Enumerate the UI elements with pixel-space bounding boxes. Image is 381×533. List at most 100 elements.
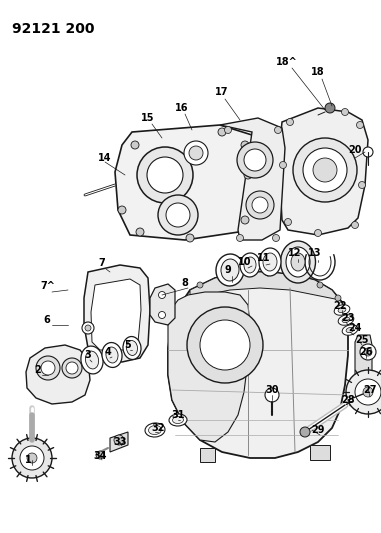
Circle shape [66, 362, 78, 374]
Circle shape [20, 446, 44, 470]
Circle shape [241, 141, 249, 149]
Circle shape [158, 311, 165, 319]
Ellipse shape [291, 253, 305, 271]
Ellipse shape [334, 305, 350, 315]
Circle shape [335, 295, 341, 301]
Text: 20: 20 [348, 145, 362, 155]
Text: 22: 22 [333, 301, 347, 311]
Polygon shape [91, 279, 141, 350]
Ellipse shape [126, 341, 138, 356]
Circle shape [241, 216, 249, 224]
Circle shape [244, 171, 252, 179]
Circle shape [363, 147, 373, 157]
Circle shape [280, 161, 287, 168]
Circle shape [158, 292, 165, 298]
Text: 28: 28 [341, 395, 355, 405]
Circle shape [96, 451, 104, 459]
Circle shape [285, 219, 291, 225]
Polygon shape [355, 335, 372, 382]
Circle shape [186, 234, 194, 242]
Circle shape [187, 307, 263, 383]
Circle shape [237, 142, 273, 178]
Polygon shape [150, 284, 175, 325]
Circle shape [82, 322, 94, 334]
Circle shape [147, 157, 183, 193]
Ellipse shape [149, 425, 162, 434]
Polygon shape [115, 125, 258, 240]
Ellipse shape [338, 315, 354, 325]
Circle shape [166, 203, 190, 227]
Circle shape [274, 126, 282, 133]
Polygon shape [280, 108, 368, 235]
Text: 7: 7 [99, 258, 106, 268]
Polygon shape [84, 265, 150, 362]
Text: 31: 31 [171, 410, 185, 420]
Text: 10: 10 [238, 257, 252, 267]
Text: 30: 30 [265, 385, 279, 395]
Text: 12: 12 [288, 248, 302, 258]
Polygon shape [26, 345, 90, 404]
Text: 26: 26 [359, 347, 373, 357]
Circle shape [313, 158, 337, 182]
Circle shape [12, 438, 52, 478]
Text: 6: 6 [44, 315, 50, 325]
Ellipse shape [240, 253, 260, 277]
Circle shape [41, 361, 55, 375]
Circle shape [357, 122, 363, 128]
Ellipse shape [244, 257, 256, 273]
Circle shape [300, 427, 310, 437]
Polygon shape [168, 272, 348, 458]
Ellipse shape [286, 247, 310, 277]
Circle shape [62, 358, 82, 378]
Text: 11: 11 [257, 253, 271, 263]
Text: 14: 14 [98, 153, 112, 163]
Text: 24: 24 [348, 323, 362, 333]
Circle shape [364, 348, 372, 356]
Circle shape [184, 141, 208, 165]
Circle shape [317, 282, 323, 288]
Circle shape [136, 228, 144, 236]
Text: 13: 13 [308, 248, 322, 258]
Circle shape [118, 206, 126, 214]
Text: 27: 27 [363, 385, 377, 395]
Ellipse shape [145, 423, 165, 437]
Ellipse shape [123, 336, 141, 359]
Ellipse shape [81, 346, 103, 374]
Circle shape [352, 222, 359, 229]
Text: 33: 33 [113, 437, 127, 447]
Circle shape [85, 325, 91, 331]
Circle shape [292, 275, 298, 281]
Circle shape [360, 344, 376, 360]
Circle shape [137, 147, 193, 203]
Circle shape [36, 356, 60, 380]
Polygon shape [220, 118, 285, 240]
Circle shape [293, 138, 357, 202]
Polygon shape [190, 272, 340, 300]
Text: 34: 34 [93, 451, 107, 461]
Ellipse shape [280, 241, 315, 283]
Circle shape [314, 230, 322, 237]
Ellipse shape [106, 347, 118, 363]
Text: 1: 1 [25, 455, 31, 465]
Text: 18^: 18^ [276, 57, 298, 67]
Circle shape [325, 103, 335, 113]
Circle shape [346, 370, 381, 414]
Circle shape [197, 282, 203, 288]
Circle shape [237, 235, 243, 241]
Text: 23: 23 [341, 313, 355, 323]
Text: 3: 3 [85, 350, 91, 360]
Circle shape [265, 270, 271, 276]
Text: 25: 25 [355, 335, 369, 345]
Text: 2: 2 [35, 365, 42, 375]
Polygon shape [200, 448, 215, 462]
Circle shape [131, 141, 139, 149]
Polygon shape [110, 432, 128, 452]
Circle shape [244, 149, 266, 171]
Text: 18: 18 [311, 67, 325, 77]
Ellipse shape [169, 414, 187, 426]
Ellipse shape [259, 248, 281, 276]
Text: 17: 17 [215, 87, 229, 97]
Text: 8: 8 [182, 278, 189, 288]
Ellipse shape [85, 351, 99, 369]
Circle shape [232, 272, 238, 278]
